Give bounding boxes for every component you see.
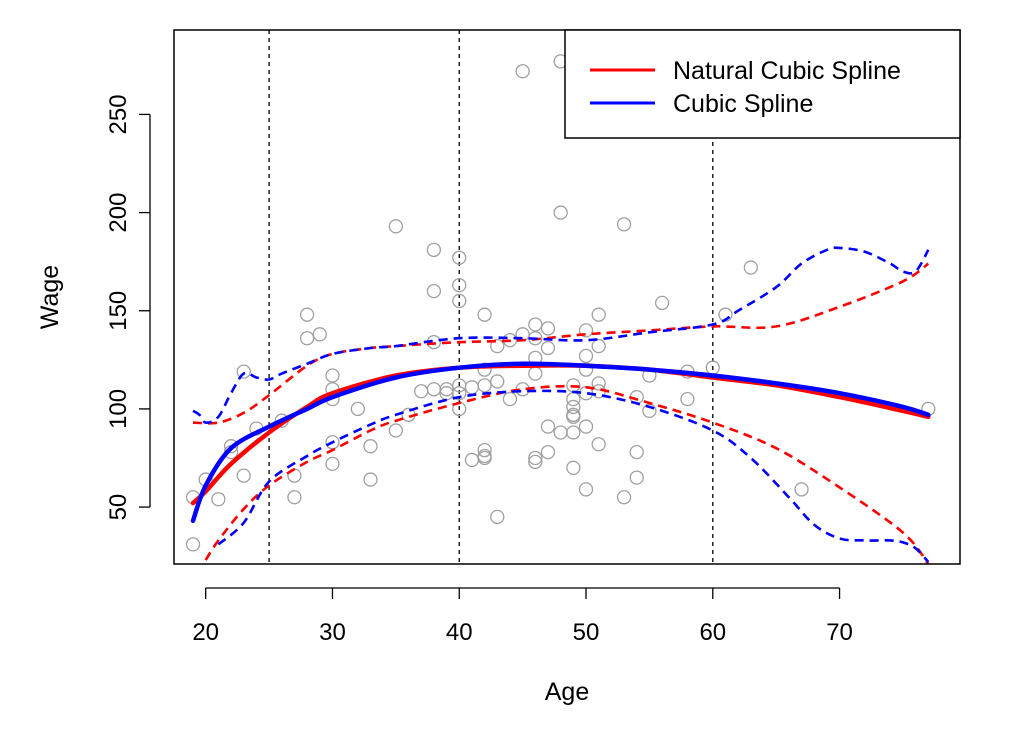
x-axis-title: Age	[545, 678, 589, 706]
data-point	[794, 482, 809, 497]
data-point	[464, 380, 480, 395]
data-point	[629, 470, 644, 485]
data-point	[718, 307, 733, 322]
data-point	[477, 450, 492, 466]
data-point	[540, 419, 556, 434]
data-point	[566, 409, 581, 424]
data-point	[566, 391, 581, 407]
data-point	[312, 327, 327, 342]
data-point	[477, 442, 492, 458]
red-upper-band-curve	[192, 262, 930, 425]
data-point	[477, 307, 492, 322]
y-tick-label: 100	[105, 389, 132, 429]
data-point	[591, 338, 606, 354]
data-point	[363, 472, 378, 487]
data-point	[566, 425, 581, 440]
data-point	[185, 537, 201, 552]
data-point	[325, 456, 340, 472]
legend-label-cubic-spline: Cubic Spline	[673, 90, 813, 118]
data-point	[388, 219, 404, 234]
data-point	[528, 450, 543, 466]
data-point	[236, 468, 251, 483]
data-point	[211, 492, 226, 507]
blue-lower-band-curve	[217, 389, 930, 563]
x-tick-label: 20	[192, 619, 219, 646]
data-point	[452, 278, 467, 293]
data-point	[578, 323, 594, 338]
legend: Natural Cubic Spline Cubic Spline	[564, 29, 961, 139]
data-point	[680, 391, 695, 407]
x-tick-label: 50	[573, 619, 600, 646]
legend-box	[564, 29, 961, 139]
data-point	[414, 384, 429, 399]
data-point	[363, 439, 378, 454]
data-point	[528, 366, 543, 381]
data-point	[350, 401, 365, 417]
data-point	[540, 444, 556, 460]
y-tick-label: 50	[105, 494, 132, 521]
data-point	[528, 454, 543, 470]
cubic-spline-fit-curve	[190, 361, 931, 524]
data-point	[325, 368, 340, 383]
x-tick-label: 60	[699, 619, 726, 646]
data-point	[299, 307, 315, 322]
data-point	[591, 376, 606, 391]
data-point	[578, 348, 594, 364]
data-point	[515, 64, 530, 79]
y-tick-label: 150	[105, 291, 132, 331]
data-point	[578, 482, 594, 497]
data-point	[629, 444, 644, 460]
data-point	[528, 317, 543, 332]
y-axis-title: Wage	[36, 265, 64, 329]
data-point	[464, 452, 480, 468]
data-point	[426, 283, 442, 299]
data-point	[566, 399, 581, 415]
data-point	[426, 382, 442, 397]
data-point	[616, 217, 632, 232]
data-point	[616, 490, 632, 505]
data-point	[502, 391, 518, 407]
data-point	[426, 242, 442, 258]
data-point	[566, 460, 581, 475]
data-point	[452, 386, 467, 401]
x-tick-label: 70	[826, 619, 853, 646]
data-point	[743, 260, 758, 275]
data-point	[439, 382, 454, 397]
data-point	[591, 307, 606, 322]
data-point	[490, 374, 505, 389]
data-point	[578, 362, 594, 377]
x-tick-label: 30	[319, 619, 346, 646]
x-tick-label: 40	[446, 619, 473, 646]
legend-label-natural-cubic-spline: Natural Cubic Spline	[673, 57, 901, 85]
data-point	[388, 423, 404, 438]
data-point	[287, 490, 302, 505]
data-point	[553, 205, 568, 220]
data-point	[642, 403, 657, 419]
data-point	[578, 419, 594, 434]
red-lower-band-curve	[204, 384, 930, 564]
data-point	[236, 364, 251, 379]
y-tick-label: 250	[105, 94, 132, 134]
data-point	[452, 250, 467, 265]
data-point	[477, 378, 492, 393]
x-axis: 20 30 40 50 60 70	[192, 587, 853, 646]
data-point	[540, 340, 556, 356]
data-point	[591, 437, 606, 452]
y-axis: 50 100 150 200 250	[105, 94, 151, 521]
spline-curves	[190, 246, 931, 564]
data-point	[452, 293, 467, 309]
data-point	[223, 439, 239, 454]
data-point	[553, 425, 568, 440]
data-point	[540, 321, 556, 336]
data-point	[477, 362, 492, 377]
data-point	[299, 331, 315, 346]
blue-upper-band-curve	[192, 246, 930, 424]
y-tick-label: 200	[105, 193, 132, 233]
data-point	[490, 509, 505, 525]
data-point	[654, 295, 670, 311]
data-point	[490, 338, 505, 354]
